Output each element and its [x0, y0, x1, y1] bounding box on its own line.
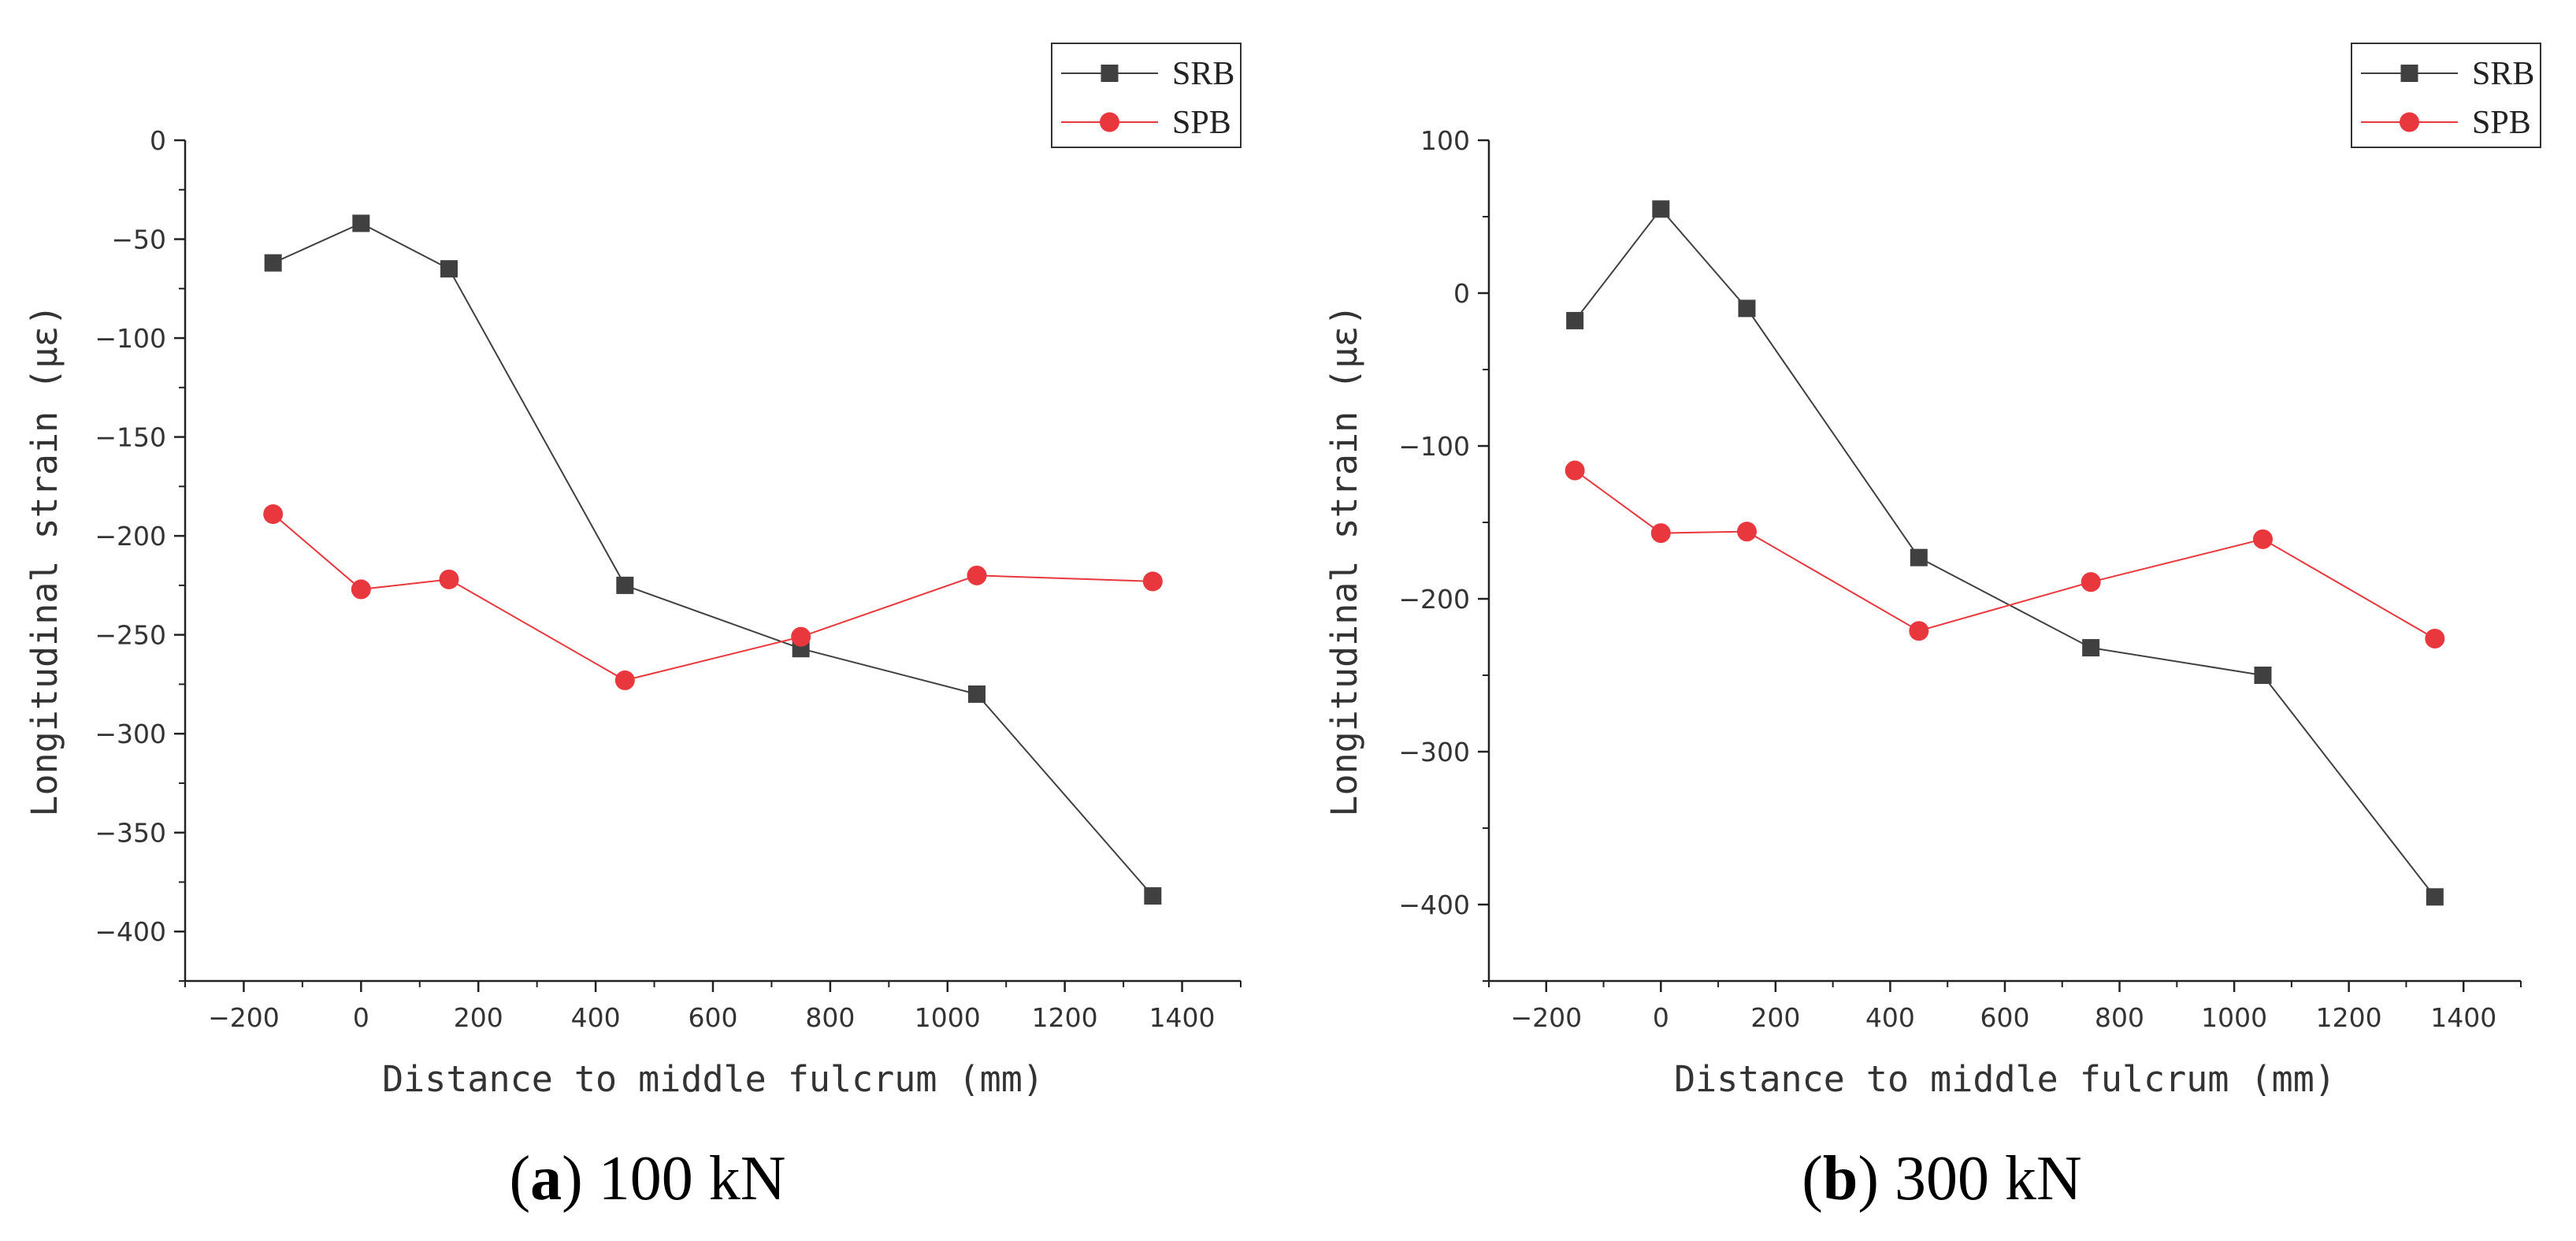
data-point-srb — [1910, 548, 1928, 567]
y-tick-label: −300 — [95, 719, 166, 749]
data-point-spb — [1650, 523, 1671, 544]
y-tick-label: −350 — [95, 818, 166, 849]
x-tick-label: 600 — [689, 1002, 738, 1033]
legend-box — [2351, 43, 2541, 148]
legend-label-spb: SPB — [2472, 105, 2531, 141]
caption-space — [583, 1144, 599, 1213]
y-tick-label: 100 — [1420, 125, 1470, 156]
x-tick-label: 200 — [454, 1002, 503, 1033]
y-tick-label: −250 — [95, 620, 166, 651]
data-point-srb — [352, 214, 370, 232]
x-tick-label: 1400 — [2430, 1002, 2496, 1033]
data-point-srb — [2082, 639, 2100, 657]
legend: SRB SPB — [2351, 43, 2541, 148]
legend-label-srb: SRB — [2472, 56, 2534, 92]
x-tick-label: 1200 — [2316, 1002, 2382, 1033]
legend-marker-srb — [1101, 65, 1119, 82]
caption-letter: a — [530, 1144, 562, 1213]
caption-open-paren: ( — [509, 1144, 530, 1213]
caption-close-paren: ) — [1858, 1144, 1879, 1213]
x-axis-title: Distance to middle fulcrum (mm) — [1674, 1058, 2336, 1100]
data-point-spb — [2253, 529, 2273, 549]
caption-label: 100 kN — [599, 1144, 786, 1213]
data-point-spb — [791, 626, 811, 647]
caption-space — [1879, 1144, 1895, 1213]
x-tick-label: 0 — [353, 1002, 369, 1033]
x-tick-label: 400 — [1865, 1002, 1915, 1033]
y-tick-label: −150 — [95, 422, 166, 453]
y-axis-title: Longitudinal strain (με) — [24, 304, 65, 816]
y-tick-label: 0 — [150, 125, 166, 156]
y-tick-label: −400 — [1398, 890, 1470, 920]
data-point-srb — [968, 685, 985, 703]
x-tick-label: 800 — [805, 1002, 855, 1033]
data-point-spb — [614, 670, 635, 690]
legend-label-spb: SPB — [1172, 105, 1231, 141]
data-point-srb — [2254, 667, 2272, 684]
data-point-spb — [351, 579, 371, 600]
x-tick-label: −200 — [208, 1002, 280, 1033]
x-tick-label: 1200 — [1032, 1002, 1098, 1033]
x-tick-label: 1000 — [2201, 1002, 2267, 1033]
series-line-spb — [273, 513, 1153, 682]
figure-caption: (a) 100 kN — [509, 1144, 785, 1213]
y-tick-label: −200 — [95, 521, 166, 552]
x-tick-label: 1400 — [1149, 1002, 1216, 1033]
y-tick-label: −100 — [1398, 431, 1470, 462]
data-point-srb — [1738, 299, 1756, 318]
x-tick-label: 800 — [2095, 1002, 2144, 1033]
y-tick-label: −100 — [95, 323, 166, 354]
series-line-srb — [273, 222, 1154, 897]
caption-close-paren: ) — [562, 1144, 583, 1213]
legend-marker-spb — [1100, 112, 1119, 132]
series-line-spb — [1574, 470, 2436, 640]
data-point-spb — [263, 504, 284, 525]
legend-label-srb: SRB — [1172, 56, 1234, 92]
caption-letter: b — [1823, 1144, 1858, 1213]
data-point-srb — [1652, 200, 1670, 218]
x-tick-label: 400 — [571, 1002, 621, 1033]
series-line-srb — [1574, 207, 2436, 897]
y-tick-label: 0 — [1453, 278, 1470, 309]
data-point-spb — [1565, 460, 1585, 481]
legend: SRB SPB — [1051, 43, 1242, 148]
y-axis-title: Longitudinal strain (με) — [1323, 304, 1365, 816]
data-point-spb — [1909, 621, 1929, 641]
data-point-srb — [2426, 888, 2444, 906]
data-point-spb — [1142, 571, 1163, 592]
x-tick-label: 0 — [1653, 1002, 1669, 1033]
chart-panel-a: −200 0 200 400 600 800 1000 1200 1400 0 −50 −100 −15… — [24, 43, 1242, 1213]
y-tick-label: −400 — [95, 916, 166, 947]
data-point-spb — [1737, 522, 1757, 542]
legend-box — [1051, 43, 1242, 148]
chart-panel-b: −200 0 200 400 600 800 1000 1200 14001000−100−20… — [1323, 43, 2541, 1213]
caption-label: 300 kN — [1895, 1144, 2082, 1213]
x-tick-label: −200 — [1510, 1002, 1582, 1033]
data-point-spb — [439, 569, 459, 589]
x-axis-title: Distance to middle fulcrum (mm) — [382, 1058, 1044, 1100]
y-tick-label: −200 — [1398, 584, 1470, 615]
figure-caption: (b) 300 kN — [1802, 1144, 2082, 1213]
x-tick-label: 1000 — [915, 1002, 981, 1033]
data-point-srb — [440, 260, 458, 278]
legend-marker-spb — [2400, 112, 2419, 132]
y-tick-label: −50 — [111, 225, 166, 255]
data-point-spb — [2425, 628, 2445, 648]
caption-open-paren: ( — [1802, 1144, 1823, 1213]
data-point-srb — [1144, 887, 1162, 905]
data-point-spb — [2080, 572, 2101, 593]
y-tick-label: −300 — [1398, 737, 1470, 767]
data-point-spb — [967, 565, 987, 585]
legend-marker-srb — [2400, 65, 2418, 82]
x-tick-label: 200 — [1750, 1002, 1800, 1033]
data-point-srb — [1566, 311, 1584, 329]
data-point-srb — [616, 576, 634, 594]
x-tick-label: 600 — [1980, 1002, 2030, 1033]
data-point-srb — [264, 254, 282, 272]
